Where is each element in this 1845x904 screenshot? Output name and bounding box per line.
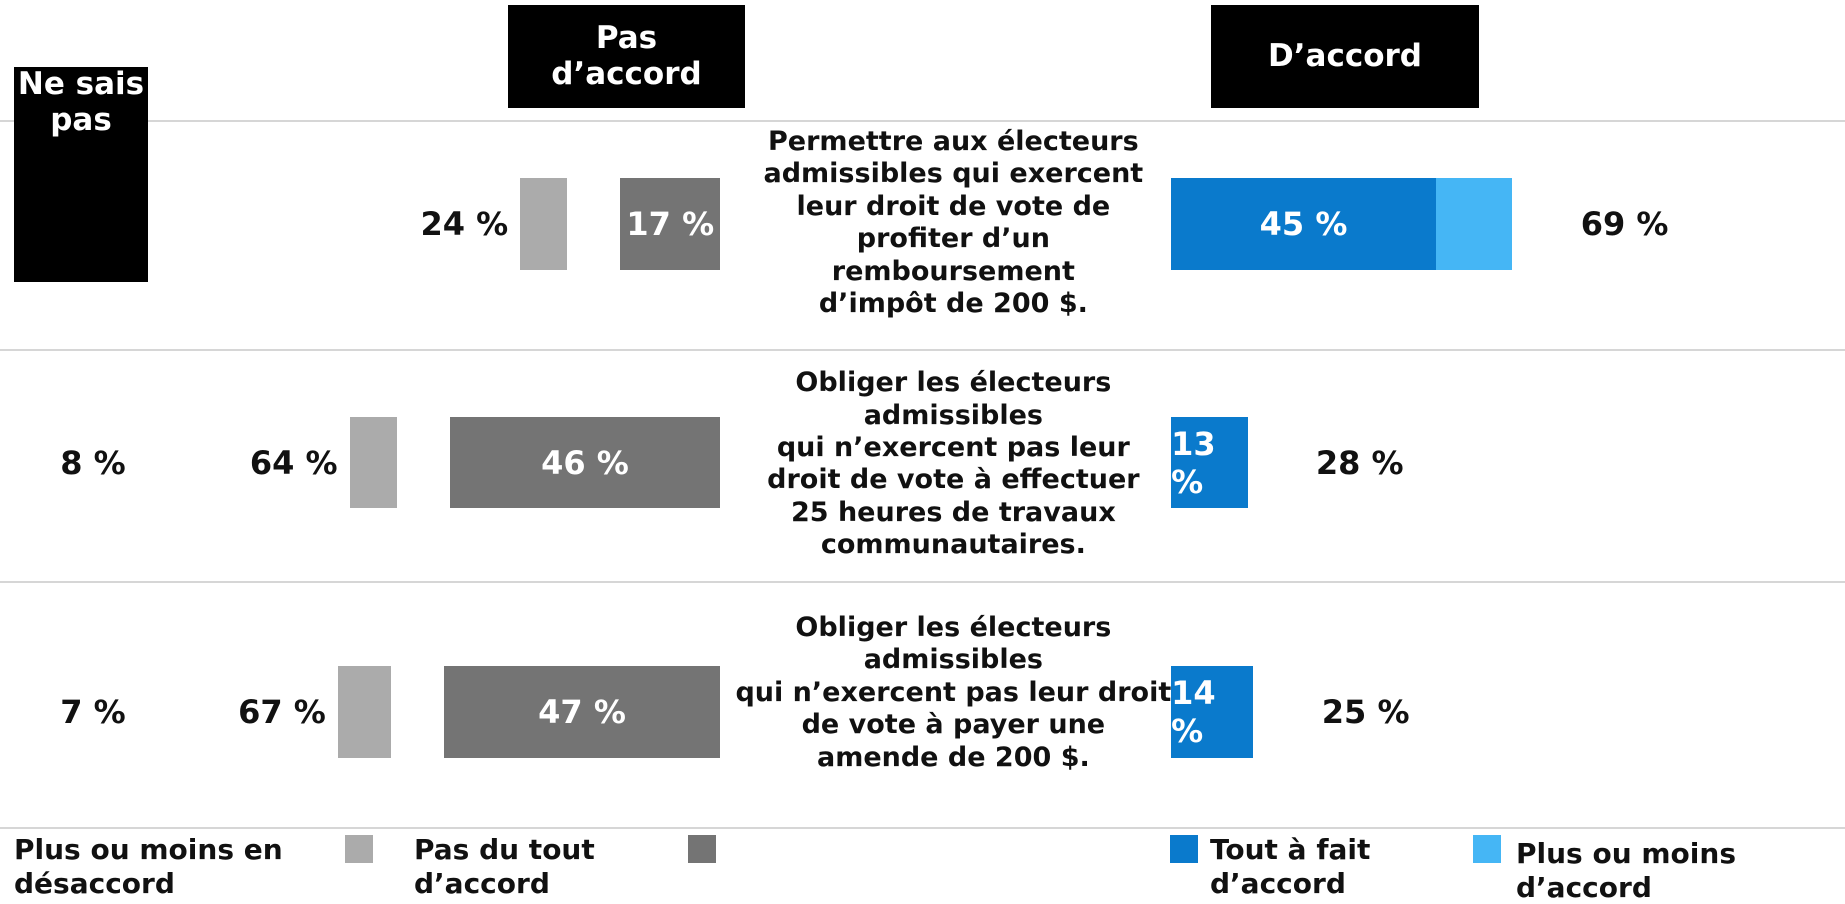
total-disagree-label: 67 %: [238, 693, 326, 732]
bar: 13 %: [1171, 416, 1248, 509]
total-agree-label: 28 %: [1315, 443, 1404, 482]
bar: 45 %: [1171, 177, 1436, 270]
total-disagree-label: 24 %: [420, 204, 509, 243]
statement: Obliger les électeurs admissibles qui n’…: [767, 367, 1140, 561]
divider: [0, 349, 1845, 351]
divider: [0, 581, 1845, 583]
total-disagree-label: 64 %: [249, 443, 338, 482]
bar: [337, 666, 391, 758]
legend-swatch: [1170, 835, 1198, 863]
bar: [349, 416, 397, 509]
statement: Obliger les électeurs admissibles qui n’…: [735, 612, 1172, 773]
total-agree-label: 25 %: [1321, 693, 1410, 732]
header-dont-know: Ne sais pas: [14, 66, 148, 282]
legend-label: Plus ou moins d’accord: [1516, 837, 1736, 904]
header-agree: D’accord: [1211, 5, 1479, 108]
divider: [0, 827, 1845, 829]
dont-know-label: 8 %: [60, 443, 126, 482]
legend-label: Tout à fait d’accord: [1210, 833, 1371, 900]
bar: 46 %: [449, 416, 721, 509]
bar: [520, 177, 568, 270]
bar: 14 %: [1171, 666, 1254, 758]
bar: 17 %: [620, 177, 721, 270]
legend-label: Pas du tout d’accord: [414, 833, 595, 900]
legend-swatch: [688, 835, 716, 863]
legend-swatch: [1473, 835, 1501, 863]
total-agree-label: 69 %: [1580, 204, 1669, 243]
dont-know-label: 7 %: [60, 693, 126, 732]
statement: Permettre aux électeurs admissibles qui …: [763, 125, 1144, 319]
legend-swatch: [345, 835, 373, 863]
bar: [1435, 177, 1513, 270]
header-disagree: Pas d’accord: [508, 5, 745, 108]
divider: [0, 120, 1845, 122]
bar: 47 %: [443, 666, 721, 758]
legend-label: Plus ou moins en désaccord: [14, 833, 283, 900]
